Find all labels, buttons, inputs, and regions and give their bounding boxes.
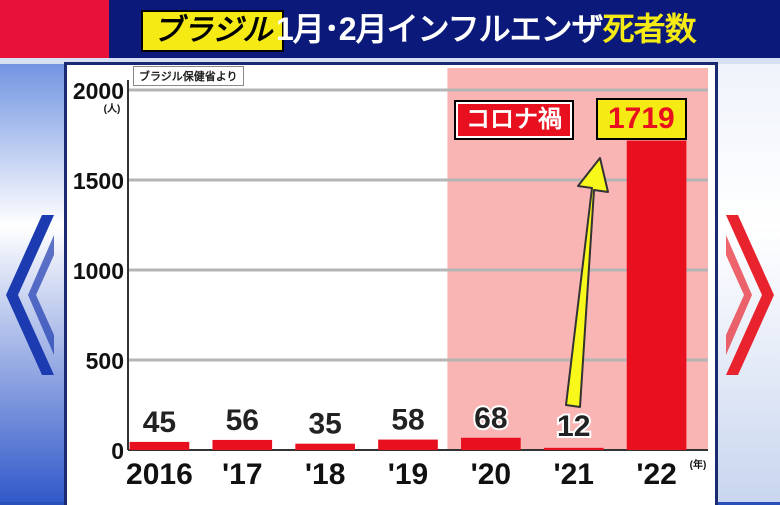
y-tick-label: 500	[86, 348, 124, 374]
y-tick-label: 1500	[73, 168, 124, 194]
x-axis-unit: (年)	[690, 458, 707, 471]
bar	[129, 441, 190, 450]
bar	[378, 439, 438, 450]
y-tick-label: 1000	[73, 258, 124, 284]
x-tick-label: '20	[471, 458, 512, 491]
chevron-right-icon	[726, 215, 774, 375]
x-tick-label: '22	[636, 458, 677, 491]
x-tick-label: '19	[388, 458, 429, 491]
bar	[626, 140, 687, 450]
chevron-left-icon	[6, 215, 54, 375]
bar	[212, 439, 273, 450]
bar	[295, 443, 355, 450]
trend-arrow-icon	[565, 157, 609, 408]
data-label: 45	[143, 406, 176, 439]
x-tick-label: '18	[305, 458, 346, 491]
value-label-highlight: 1719	[596, 98, 687, 140]
covid-label: コロナ禍	[456, 102, 572, 138]
header-bar: ブラジル 1月･2月インフルエンザ死者数	[0, 0, 780, 58]
header-stripe	[0, 58, 780, 64]
country-tag: ブラジル	[141, 10, 285, 52]
x-tick-label: '21	[553, 458, 594, 491]
bar	[461, 437, 521, 450]
y-tick-label: 0	[111, 438, 124, 464]
x-tick-label: 2016	[126, 458, 193, 491]
data-label: 68	[474, 402, 507, 435]
page-title-highlight: 死者数	[602, 11, 697, 47]
data-label: 58	[391, 404, 424, 437]
y-axis-unit: (人)	[104, 102, 121, 115]
page-title: 1月･2月インフルエンザ死者数	[276, 8, 697, 50]
y-tick-label: 2000	[73, 78, 124, 104]
page-title-text: 1月･2月インフルエンザ	[276, 11, 604, 47]
data-label: 56	[226, 404, 259, 437]
x-tick-label: '17	[222, 458, 263, 491]
source-note: ブラジル保健省より	[133, 66, 244, 86]
bar	[543, 447, 604, 450]
data-label: 12	[557, 410, 590, 443]
data-label: 35	[308, 408, 341, 441]
